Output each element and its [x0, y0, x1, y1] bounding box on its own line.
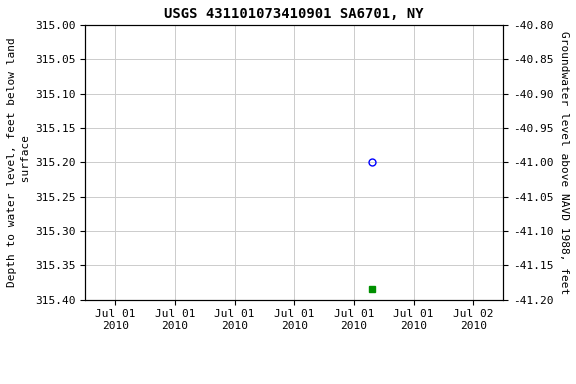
Y-axis label: Depth to water level, feet below land
 surface: Depth to water level, feet below land su… — [7, 37, 31, 287]
Y-axis label: Groundwater level above NAVD 1988, feet: Groundwater level above NAVD 1988, feet — [559, 31, 569, 294]
Title: USGS 431101073410901 SA6701, NY: USGS 431101073410901 SA6701, NY — [165, 7, 424, 21]
Legend: Period of approved data: Period of approved data — [194, 379, 395, 384]
